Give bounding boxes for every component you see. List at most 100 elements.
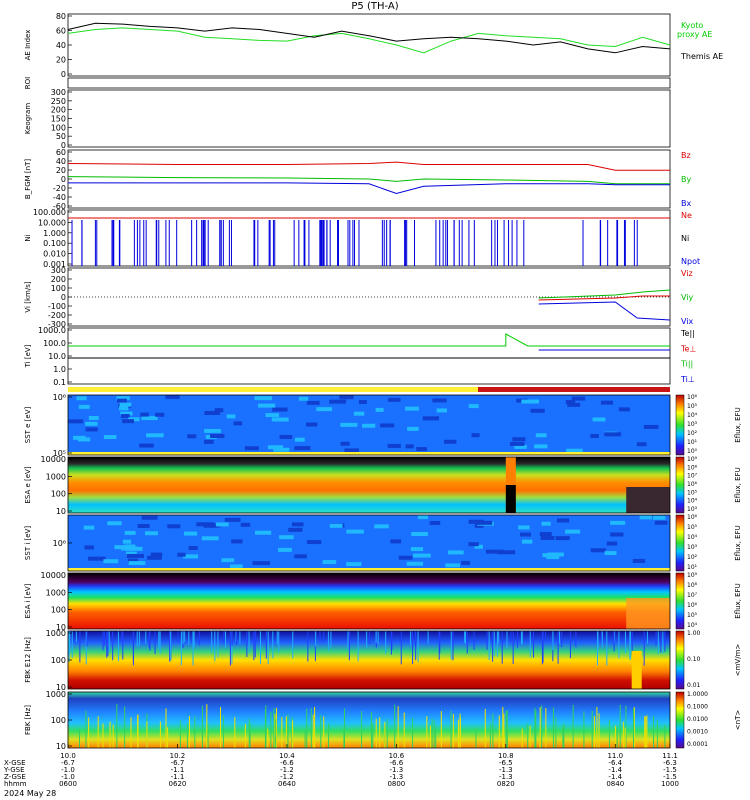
y-tick-label: 200 — [51, 275, 66, 284]
spectrogram-cell — [103, 559, 119, 564]
legend-ne: Ne — [681, 211, 692, 220]
footer-value: -6.4 — [608, 759, 622, 767]
colorbar — [675, 456, 685, 514]
footer-value: -1.0 — [61, 766, 75, 774]
spectrogram-cell — [119, 402, 132, 407]
legend-ti⊥: Ti⊥ — [680, 375, 695, 384]
panel-sst_e: 10⁶ 10⁵ SST e [eV] 10⁶ 10⁵ 10⁴ 10³ 10² 10¹ 10⁰ Efl… — [24, 393, 742, 458]
footer-value: 11.0 — [607, 752, 623, 760]
spectrogram-cell — [85, 421, 98, 426]
y-tick-label: 1000 — [46, 472, 66, 481]
y-tick-label: 0.010 — [43, 250, 66, 259]
spectrogram-cell — [358, 400, 367, 405]
spectrogram-cell — [267, 445, 284, 450]
spectrogram-cell — [339, 395, 354, 400]
spectrogram-cell — [196, 522, 215, 527]
spectrogram-cell — [254, 530, 272, 535]
colorbar-tick: 10⁰ — [687, 448, 698, 455]
panel-frame — [67, 89, 671, 148]
spectrogram-cell — [288, 527, 303, 532]
plot-title: P5 (TH-A) — [351, 1, 398, 12]
footer-value: -6.6 — [280, 759, 294, 767]
spectrogram-cell — [534, 444, 548, 449]
colorbar-tick: 1.00 — [687, 630, 701, 637]
footer-value: -1.5 — [663, 766, 677, 774]
spectrogram-cell — [471, 433, 480, 438]
spectrogram-cell — [535, 433, 547, 438]
colorbar-tick: 10¹ — [687, 439, 698, 446]
spectrogram-cell — [410, 547, 424, 552]
footer-value: -1.4 — [608, 766, 622, 774]
spectrogram-cell — [122, 419, 134, 424]
colorbar-tick: 10⁵ — [687, 489, 698, 496]
colorbar-label: Eflux, EFU — [734, 583, 742, 618]
spectrogram-cell — [610, 532, 624, 537]
spectrogram-cell — [643, 424, 659, 429]
y-tick-label: 1.000 — [43, 229, 66, 238]
spectrogram-cell — [87, 556, 106, 561]
spectrogram-cell — [122, 539, 132, 544]
spectrogram-cell — [117, 398, 127, 403]
colorbar-label: <nT> — [734, 710, 742, 731]
spectrogram-cell — [215, 522, 229, 527]
spectrogram-cell — [468, 542, 479, 547]
footer-value: -6.3 — [663, 759, 677, 767]
spectrogram-cell — [229, 564, 243, 569]
colorbar-tick: 10⁹ — [687, 456, 698, 463]
spectrogram-cell — [514, 444, 527, 449]
spectrogram-cell — [590, 548, 606, 553]
y-tick-label: 40 — [56, 157, 66, 166]
footer-value: -1.1 — [171, 773, 185, 781]
spectrogram-cell — [139, 443, 154, 448]
y-tick-label: -60 — [53, 202, 66, 211]
spectrogram-cell — [413, 553, 431, 558]
y-tick-label: 100 — [51, 656, 66, 665]
spectrogram-cell — [68, 419, 84, 424]
panel-frame — [67, 209, 671, 267]
spectrogram-cell — [85, 427, 98, 432]
footer-value: 10.0 — [60, 752, 76, 760]
spectrogram-patch — [631, 651, 642, 689]
footer-value: 0600 — [59, 780, 77, 788]
y-tick-label: 10⁶ — [53, 539, 66, 548]
spectrogram-cell — [592, 417, 606, 422]
spectrogram-cell — [632, 558, 646, 563]
colorbar-tick: 10³ — [687, 544, 698, 551]
spectrogram-cell — [116, 396, 130, 401]
spectrogram-cell — [567, 402, 581, 407]
colorbar-tick: 10⁵ — [687, 612, 698, 619]
colorbar-tick: 10⁷ — [687, 592, 698, 599]
series-kyoto-proxy-ae — [67, 27, 671, 54]
spectrogram-dark — [626, 487, 670, 513]
series-themis-ae — [67, 22, 671, 54]
spectrogram-cell — [654, 520, 668, 525]
y-tick-label: 0 — [61, 141, 66, 150]
region-bar-red — [478, 387, 670, 392]
y-tick-label: 10 — [56, 623, 66, 632]
legend-npot: Npot — [681, 257, 700, 266]
panel-frame — [67, 77, 671, 89]
colorbar-tick: 10² — [687, 554, 698, 561]
y-tick-label: 10000 — [41, 455, 66, 464]
footer-row-label: hhmm — [4, 780, 27, 788]
spectrogram-cell — [257, 403, 276, 408]
spectrogram-cell — [226, 414, 236, 419]
y-tick-label: 10.000 — [38, 218, 66, 227]
footer-value: -1.2 — [280, 773, 294, 781]
spectrogram-cell — [436, 408, 447, 413]
footer-value: -1.4 — [608, 773, 622, 781]
spectrogram-cell — [497, 550, 516, 555]
y-tick-label: 100 — [51, 284, 66, 293]
y-tick-label: 300 — [51, 88, 66, 97]
spectrogram-cell — [120, 411, 133, 416]
spectrogram-cell — [126, 553, 144, 558]
colorbar-tick: 10⁷ — [687, 473, 698, 480]
spectrogram-cell — [187, 434, 197, 439]
spectrogram-cell — [411, 532, 428, 537]
panel-frame — [67, 327, 671, 385]
y-tick-label: 20 — [56, 56, 66, 65]
spectrogram-cell — [565, 400, 576, 405]
y-tick-label: 10⁶ — [53, 393, 66, 402]
legend-kyoto: Kyoto — [681, 21, 703, 30]
